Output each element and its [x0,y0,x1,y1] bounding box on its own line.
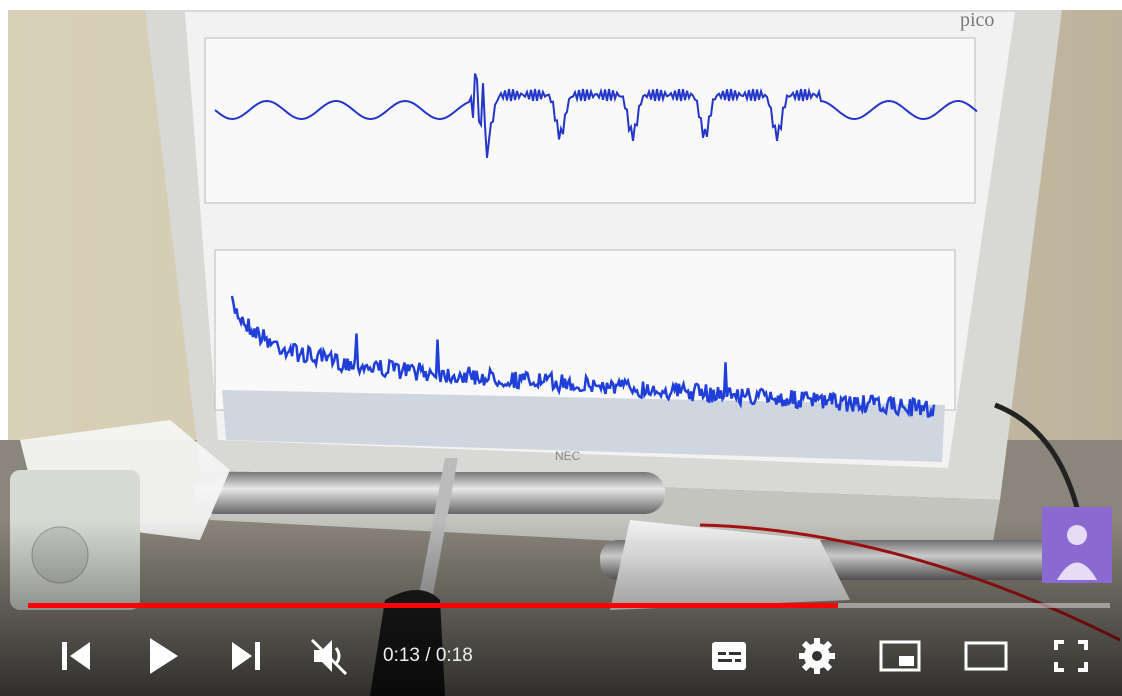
waveform-bottom [230,295,936,418]
subtitles-button[interactable] [712,642,746,670]
avatar-head [1067,525,1087,545]
progress-played [28,603,838,608]
fullscreen-button[interactable] [1054,640,1088,672]
taskbar [222,390,945,462]
previous-button[interactable] [62,642,90,670]
monitor-brand: NEC [555,449,581,463]
left-edge [0,10,8,696]
controls: 0:13 / 0:18 [62,638,1088,676]
miniplayer-button[interactable] [879,640,921,672]
plot-panel-top [204,37,976,204]
theater-button[interactable] [964,641,1008,671]
metal-pipe [195,472,665,514]
next-button[interactable] [232,642,260,670]
time-display: 0:13 / 0:18 [383,645,473,666]
settings-button[interactable] [799,638,835,674]
cable [994,402,1083,521]
top-edge [0,0,1122,10]
mute-button[interactable] [310,638,348,676]
waveform-top [214,73,978,158]
screen-brand: pico [960,9,994,31]
avatar-body [1057,562,1097,580]
play-button[interactable] [150,638,178,674]
